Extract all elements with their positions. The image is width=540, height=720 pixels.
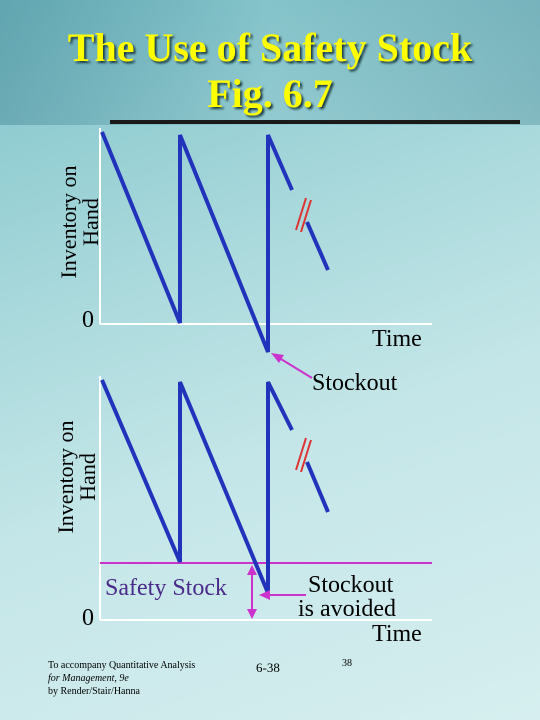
top-y-label-line2: Hand — [78, 198, 103, 246]
bottom-origin-label: 0 — [82, 605, 94, 631]
safety-stock-arrowhead-top — [247, 565, 257, 575]
footer-credit-line1: To accompany Quantitative Analysis — [48, 660, 196, 671]
top-x-axis-label: Time — [372, 326, 422, 352]
stockout-label: Stockout — [312, 370, 398, 396]
top-origin-label: 0 — [82, 307, 94, 333]
top-break-mark-1 — [295, 197, 307, 231]
top-break-mark-2 — [300, 199, 312, 233]
footer-credit-line2: for Management, 9e — [48, 673, 129, 684]
footer-slide-ref: 6-38 — [256, 660, 280, 675]
stockout-avoided-line1: Stockout — [308, 572, 394, 598]
bottom-y-axis-label: Inventory on Hand — [53, 392, 100, 562]
bottom-inventory-sawtooth — [100, 379, 294, 594]
title-divider — [110, 120, 520, 124]
top-inventory-sawtooth — [100, 131, 294, 353]
stockout-avoided-line2: is avoided — [298, 596, 396, 622]
slide-subtitle: Fig. 6.7 — [207, 71, 333, 116]
slide-title: The Use of Safety Stock — [67, 25, 473, 70]
top-y-label-line1: Inventory on — [56, 165, 81, 279]
safety-stock-arrowhead-bottom — [247, 609, 257, 619]
top-sawtooth-continuation — [305, 221, 330, 271]
stockout-arrow — [275, 355, 313, 379]
safety-stock-label: Safety Stock — [105, 575, 227, 601]
top-y-axis-label: Inventory on Hand — [56, 157, 103, 287]
avoided-arrowhead — [259, 590, 270, 600]
footer-credit-line3: by Render/Stair/Hanna — [48, 686, 140, 697]
bottom-sawtooth-continuation — [305, 461, 330, 513]
stockout-arrowhead — [271, 353, 284, 363]
footer-page-number: 38 — [342, 658, 352, 669]
bottom-break-mark-2 — [300, 439, 312, 473]
header-decoration — [0, 0, 540, 125]
bottom-y-label-line2: Hand — [75, 453, 100, 501]
bottom-y-label-line1: Inventory on — [53, 420, 78, 534]
bottom-break-mark-1 — [295, 437, 307, 471]
bottom-x-axis-label: Time — [372, 621, 422, 647]
